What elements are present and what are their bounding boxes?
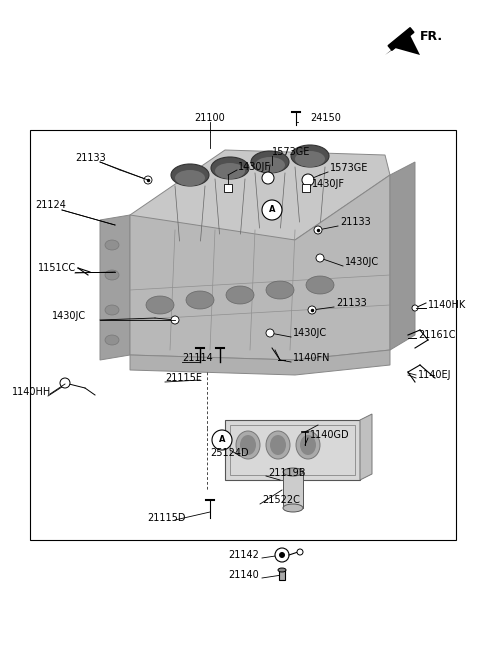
Text: 24150: 24150 [310, 113, 341, 123]
Circle shape [316, 254, 324, 262]
Ellipse shape [105, 270, 119, 280]
Bar [225, 420, 360, 480]
Ellipse shape [211, 157, 249, 179]
Ellipse shape [296, 431, 320, 459]
Ellipse shape [226, 286, 254, 304]
Circle shape [171, 316, 179, 324]
Text: 25124D: 25124D [210, 448, 249, 458]
Ellipse shape [171, 164, 209, 186]
Text: 1573GE: 1573GE [272, 147, 311, 157]
Ellipse shape [105, 335, 119, 345]
FancyArrow shape [388, 28, 414, 51]
Ellipse shape [306, 276, 334, 294]
Text: 1430JC: 1430JC [52, 311, 86, 321]
Circle shape [308, 306, 316, 314]
Bar [224, 184, 232, 192]
Circle shape [212, 430, 232, 450]
Ellipse shape [175, 170, 205, 186]
Bar [283, 472, 303, 508]
Bar [279, 570, 285, 580]
Ellipse shape [266, 431, 290, 459]
Bar [30, 130, 456, 540]
Text: 21142: 21142 [228, 550, 259, 560]
Text: 1573GE: 1573GE [330, 163, 368, 173]
Text: 1430JC: 1430JC [345, 257, 379, 267]
Ellipse shape [236, 431, 260, 459]
Text: 21133: 21133 [336, 298, 367, 308]
Ellipse shape [255, 157, 285, 173]
Circle shape [262, 200, 282, 220]
Text: 21119B: 21119B [268, 468, 305, 478]
Text: 21140: 21140 [228, 570, 259, 580]
Text: 21133: 21133 [75, 153, 106, 163]
Ellipse shape [240, 435, 256, 455]
Ellipse shape [105, 305, 119, 315]
Polygon shape [360, 414, 372, 480]
Circle shape [297, 549, 303, 555]
Circle shape [262, 172, 274, 184]
Ellipse shape [278, 568, 286, 572]
Circle shape [144, 176, 152, 184]
Text: 1140FN: 1140FN [293, 353, 331, 363]
Bar [230, 425, 355, 475]
Ellipse shape [146, 296, 174, 314]
Circle shape [60, 378, 70, 388]
Text: 21124: 21124 [35, 200, 66, 210]
Circle shape [314, 226, 322, 234]
Circle shape [266, 329, 274, 337]
Text: 1140EJ: 1140EJ [418, 370, 452, 380]
Text: 1430JF: 1430JF [312, 179, 345, 189]
Ellipse shape [291, 145, 329, 167]
Polygon shape [130, 350, 390, 375]
Text: 1140HH: 1140HH [12, 387, 51, 397]
Text: 1430JC: 1430JC [293, 328, 327, 338]
Circle shape [412, 305, 418, 311]
Ellipse shape [283, 504, 303, 512]
Circle shape [279, 552, 285, 558]
Text: 1430JF: 1430JF [238, 162, 271, 172]
Ellipse shape [295, 151, 325, 167]
Text: A: A [269, 205, 275, 215]
Text: 21133: 21133 [340, 217, 371, 227]
Circle shape [302, 174, 314, 186]
Circle shape [275, 548, 289, 562]
Text: 21115D: 21115D [147, 513, 185, 523]
Text: 21115E: 21115E [165, 373, 202, 383]
Text: 1140HK: 1140HK [428, 300, 466, 310]
Ellipse shape [283, 468, 303, 476]
Ellipse shape [270, 435, 286, 455]
Polygon shape [100, 215, 130, 360]
Ellipse shape [105, 240, 119, 250]
Text: A: A [219, 436, 225, 445]
Ellipse shape [186, 291, 214, 309]
Text: FR.: FR. [420, 30, 443, 43]
Polygon shape [385, 35, 420, 55]
Polygon shape [130, 150, 390, 240]
Text: 21100: 21100 [194, 113, 226, 123]
Text: 1151CC: 1151CC [38, 263, 76, 273]
Text: 21522C: 21522C [262, 495, 300, 505]
Polygon shape [130, 175, 390, 360]
Bar [302, 184, 310, 192]
Text: 21161C: 21161C [418, 330, 456, 340]
Ellipse shape [251, 151, 289, 173]
Ellipse shape [300, 435, 316, 455]
Ellipse shape [266, 281, 294, 299]
Text: 1140GD: 1140GD [310, 430, 349, 440]
Ellipse shape [215, 163, 245, 179]
Polygon shape [390, 162, 415, 350]
Text: 21114: 21114 [182, 353, 213, 363]
